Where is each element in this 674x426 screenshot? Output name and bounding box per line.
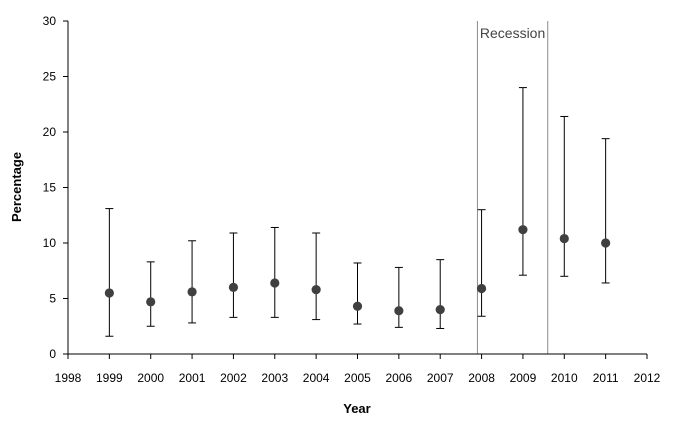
y-tick-label: 30 (43, 14, 57, 28)
data-series (104, 87, 611, 337)
recession-band (476, 21, 549, 354)
data-point (228, 282, 239, 292)
x-tick-label: 1998 (55, 371, 82, 385)
data-point (146, 297, 156, 307)
data-point (311, 285, 321, 295)
data-point (601, 238, 611, 248)
data-point (559, 233, 569, 244)
x-tick-label: 2008 (468, 371, 495, 385)
x-tick-label: 2010 (551, 371, 578, 385)
x-tick-label: 2007 (427, 371, 454, 385)
x-tick-label: 2011 (593, 371, 619, 385)
y-tick-label: 25 (43, 70, 57, 84)
data-point (435, 305, 445, 315)
x-tick-label: 2000 (137, 371, 164, 385)
x-tick-label: 2012 (634, 371, 661, 385)
y-axis: 0 5 10 15 20 25 30 (43, 14, 69, 361)
y-tick-label: 15 (43, 181, 57, 195)
y-axis-title: Percentage (9, 152, 24, 222)
data-point (104, 288, 114, 298)
x-tick-label: 2006 (386, 371, 413, 385)
data-point (518, 225, 528, 235)
data-point (187, 287, 197, 297)
x-tick-label: 2003 (261, 371, 288, 385)
recession-label: Recession (480, 25, 545, 41)
data-point (476, 283, 487, 294)
data-point (394, 306, 404, 316)
x-tick-label: 2009 (510, 371, 537, 385)
y-tick-label: 0 (49, 347, 56, 361)
x-tick-label: 1999 (96, 371, 123, 385)
x-tick-label: 2002 (220, 371, 247, 385)
x-tick-label: 2004 (303, 371, 330, 385)
y-tick-label: 5 (49, 292, 56, 306)
data-point (270, 278, 280, 288)
data-point (352, 301, 363, 311)
x-tick-label: 2001 (179, 371, 206, 385)
x-axis-title: Year (343, 401, 370, 416)
x-tick-label: 2005 (344, 371, 371, 385)
y-tick-label: 20 (43, 125, 57, 139)
y-tick-label: 10 (43, 236, 57, 250)
x-axis: 1998 1999 2000 2001 2002 2003 2004 2005 2006 2007… (55, 353, 661, 385)
